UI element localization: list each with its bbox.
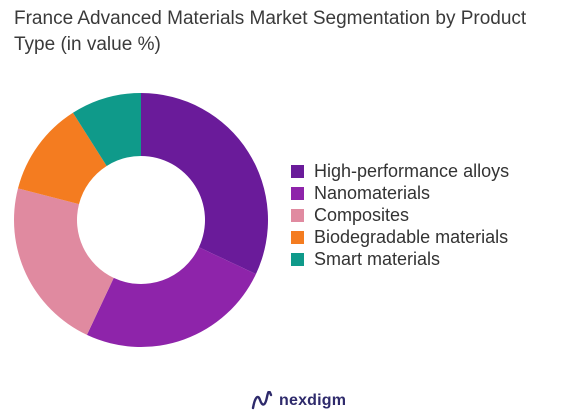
legend-swatch: [291, 164, 304, 178]
legend-item: Smart materials: [291, 248, 509, 270]
legend-item: High-performance alloys: [291, 160, 509, 182]
legend-label: High-performance alloys: [314, 160, 510, 181]
legend-label: Nanomaterials: [314, 182, 431, 203]
logo-text: nexdigm: [279, 392, 347, 409]
legend-item: Nanomaterials: [291, 182, 509, 204]
donut-slices: [13, 93, 268, 347]
chart-title: France Advanced Materials Market Segment…: [14, 8, 527, 55]
legend: High-performance alloys Nanomaterials Co…: [291, 160, 509, 270]
nexdigm-logo: nexdigm: [250, 391, 346, 411]
legend-label: Biodegradable materials: [314, 226, 509, 247]
legend-swatch: [291, 230, 304, 244]
donut-slice-nanomaterials: [86, 247, 256, 347]
legend-item: Biodegradable materials: [291, 226, 509, 248]
donut-slice-smart-materials: [72, 93, 141, 166]
legend-label: Smart materials: [314, 248, 441, 269]
donut-slice-high-performance-alloys: [141, 93, 268, 275]
donut-slice-composites: [13, 188, 114, 335]
legend-label: Composites: [314, 204, 410, 225]
nexdigm-logo-icon: [251, 391, 273, 410]
legend-swatch: [291, 208, 304, 222]
legend-swatch: [291, 186, 304, 200]
legend-item: Composites: [291, 204, 509, 226]
donut-slice-biodegradable-materials: [17, 112, 107, 205]
legend-swatch: [291, 252, 304, 266]
